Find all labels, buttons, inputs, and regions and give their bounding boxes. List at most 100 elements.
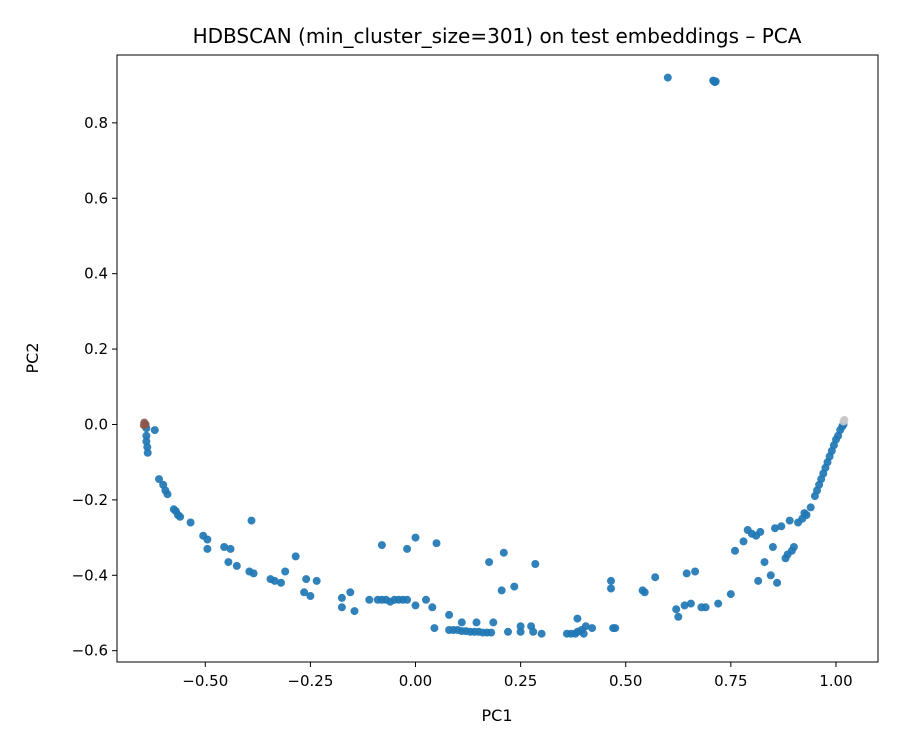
scatter-point xyxy=(377,541,386,550)
x-axis-title: PC1 xyxy=(482,706,513,725)
scatter-point xyxy=(607,576,615,585)
scatter-point xyxy=(672,605,681,614)
y-axis: −0.6 −0.4 −0.2 0.0 0.2 0.4 0.6 0.8 xyxy=(72,114,117,660)
scatter-point xyxy=(773,578,782,587)
scatter-point xyxy=(739,537,748,546)
x-axis: −0.50 −0.25 0.00 0.25 0.50 0.75 1.00 xyxy=(182,662,853,690)
scatter-point xyxy=(711,77,720,86)
scatter-point xyxy=(247,516,256,525)
scatter-point xyxy=(579,629,588,638)
scatter-point xyxy=(754,576,763,585)
scatter-point xyxy=(651,573,660,582)
scatter-point xyxy=(291,552,300,561)
y-tick-label: 0.6 xyxy=(84,189,108,207)
scatter-point xyxy=(422,595,430,604)
scatter-point xyxy=(489,618,498,627)
scatter-point xyxy=(714,599,723,608)
scatter-point xyxy=(457,618,466,627)
y-tick-label: 0.2 xyxy=(84,340,108,358)
scatter-point xyxy=(139,421,148,430)
scatter-point xyxy=(840,416,849,424)
scatter-point xyxy=(701,603,710,612)
x-tick-label: 0.50 xyxy=(609,672,642,690)
scatter-point xyxy=(756,527,765,536)
scatter-point xyxy=(346,588,355,597)
scatter-point xyxy=(226,544,235,553)
scatter-point xyxy=(771,524,779,533)
scatter-point xyxy=(766,571,775,580)
scatter-point xyxy=(573,614,582,623)
y-tick-label: −0.2 xyxy=(72,491,108,509)
scatter-point xyxy=(680,601,689,610)
scatter-point xyxy=(674,612,683,621)
scatter-point xyxy=(163,490,172,499)
scatter-point xyxy=(411,601,420,610)
scatter-point xyxy=(588,624,597,633)
scatter-point xyxy=(365,595,374,604)
scatter-point xyxy=(487,628,496,637)
scatter-point xyxy=(777,522,786,531)
plot-frame xyxy=(116,54,879,663)
scatter-point xyxy=(302,575,311,584)
scatter-point xyxy=(691,567,700,576)
scatter-point xyxy=(640,588,649,597)
scatter-point xyxy=(432,539,441,548)
x-tick-label: 1.00 xyxy=(819,672,852,690)
scatter-point xyxy=(249,569,258,578)
scatter-point xyxy=(143,443,152,452)
scatter-point xyxy=(663,73,672,82)
scatter-point xyxy=(270,576,279,585)
scatter-point xyxy=(411,533,420,542)
y-tick-label: 0.4 xyxy=(84,265,108,283)
scatter-point xyxy=(176,512,185,521)
scatter-point xyxy=(220,543,229,551)
points-layer xyxy=(139,73,849,638)
scatter-point xyxy=(203,535,212,544)
scatter-point xyxy=(531,560,540,568)
scatter-point xyxy=(611,624,620,633)
scatter-point xyxy=(499,548,508,557)
scatter-point xyxy=(277,578,285,587)
y-axis-title: PC2 xyxy=(23,343,42,374)
scatter-point xyxy=(726,590,735,599)
scatter-point xyxy=(806,503,815,512)
x-tick-label: 0.25 xyxy=(504,672,537,690)
scatter-point xyxy=(150,426,159,435)
scatter-point xyxy=(337,593,346,602)
scatter-point xyxy=(350,607,359,616)
y-tick-label: −0.4 xyxy=(72,566,108,584)
scatter-point xyxy=(686,599,695,608)
scatter-point xyxy=(472,618,481,627)
y-tick-label: 0.0 xyxy=(84,415,108,433)
scatter-point xyxy=(142,431,151,440)
scatter-point xyxy=(306,592,315,600)
y-tick-label: −0.6 xyxy=(72,642,108,660)
scatter-point xyxy=(485,558,494,567)
scatter-point xyxy=(224,558,233,567)
scatter-point xyxy=(430,624,439,633)
scatter-point xyxy=(403,544,412,553)
scatter-point xyxy=(300,588,309,597)
scatter-point xyxy=(403,595,412,604)
scatter-point xyxy=(682,569,691,578)
scatter-point xyxy=(497,586,506,595)
scatter-point xyxy=(312,576,321,585)
scatter-point xyxy=(581,622,590,631)
scatter-point xyxy=(510,582,519,591)
scatter-point xyxy=(186,518,195,527)
y-tick-label: 0.8 xyxy=(84,114,108,132)
x-tick-label: 0.75 xyxy=(714,672,747,690)
scatter-point xyxy=(445,610,454,619)
scatter-point xyxy=(768,543,777,551)
scatter-point xyxy=(731,546,739,555)
scatter-point xyxy=(143,448,152,457)
scatter-point xyxy=(155,475,163,484)
x-tick-label: 0.00 xyxy=(399,672,432,690)
scatter-point xyxy=(785,516,794,525)
scatter-point xyxy=(529,627,538,636)
scatter-point xyxy=(802,511,811,519)
scatter-point xyxy=(537,629,546,638)
scatter-point xyxy=(516,622,525,631)
x-tick-label: −0.25 xyxy=(287,672,333,690)
